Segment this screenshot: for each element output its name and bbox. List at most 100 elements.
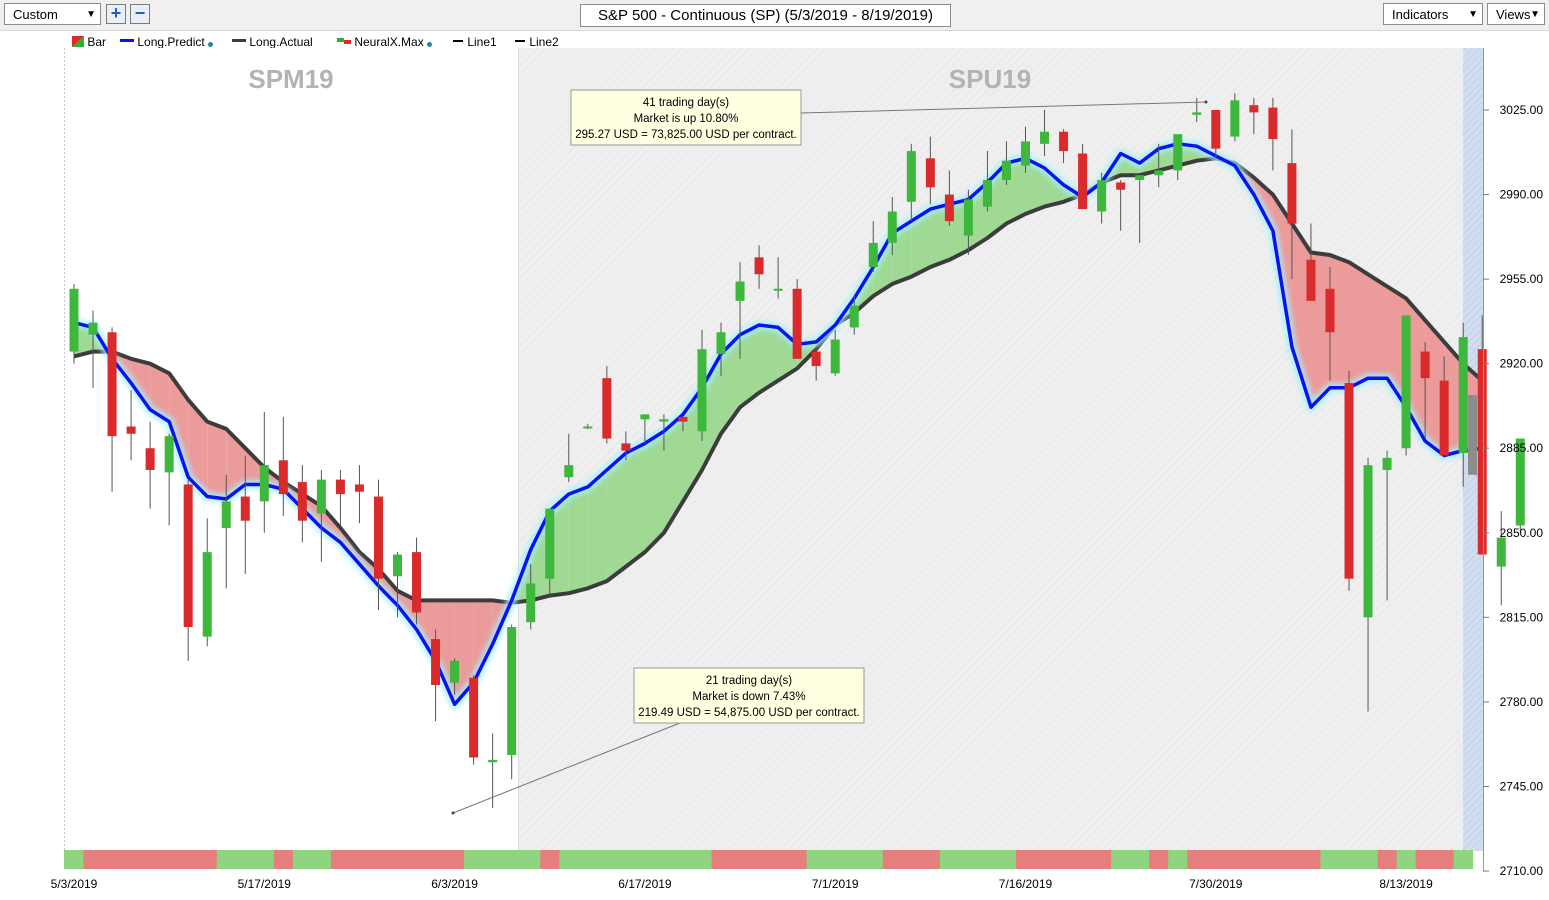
band-segment-up (587, 469, 607, 589)
band-segment-down (1368, 274, 1388, 379)
candle-down (297, 482, 307, 521)
neuralx-cell-down (901, 850, 922, 869)
neuralx-cell-up (825, 850, 846, 869)
x-tick-label: 7/30/2019 (1189, 877, 1243, 891)
indicators-dropdown[interactable]: Indicators ▼ (1383, 3, 1483, 25)
x-tick-label: 5/3/2019 (51, 877, 98, 891)
neuralx-cell-up (292, 850, 313, 869)
neuralx-cell-up (64, 850, 85, 869)
legend-label: Line1 (467, 35, 497, 49)
candle-down (126, 426, 136, 434)
candle-up (221, 501, 231, 528)
neuralx-cell-up (958, 850, 979, 869)
neuralx-cell-down (140, 850, 161, 869)
legend-item-long-predict[interactable]: Long.Predict (120, 35, 213, 49)
candle-up (259, 465, 269, 502)
candle-up (526, 583, 536, 623)
annotation-up-leader-line (800, 101, 1207, 114)
candle-up (659, 419, 669, 422)
preset-dropdown[interactable]: Custom ▼ (4, 3, 101, 25)
legend-label: Long.Actual (249, 35, 313, 49)
candle-down (335, 479, 345, 495)
band-segment-down (226, 428, 246, 499)
candle-down (1268, 107, 1278, 139)
x-tick-label: 8/13/2019 (1379, 877, 1433, 891)
candle-down (412, 552, 422, 613)
candle-down (792, 288, 802, 359)
legend-item-bar[interactable]: Bar (72, 35, 106, 49)
band-segment-up (1025, 158, 1045, 214)
neuralx-cell-up (464, 850, 484, 869)
candle-down (107, 332, 117, 437)
neuralx-cell-down (749, 850, 770, 869)
legend-item-neuralx-max[interactable]: NeuralX.Max (337, 35, 432, 49)
y-tick-label: 2710.00 (1500, 864, 1544, 878)
views-dropdown[interactable]: Views ▼ (1487, 3, 1545, 25)
zoom-out-button[interactable]: − (130, 4, 150, 24)
y-tick-label: 2990.00 (1500, 188, 1544, 202)
candle-up (1097, 180, 1107, 212)
neuralx-cell-down (1263, 850, 1283, 869)
x-tick-label: 6/17/2019 (618, 877, 672, 891)
legend-item-line2[interactable]: Line2 (514, 35, 559, 49)
neuralx-cell-down (1415, 850, 1436, 869)
candle-up (1382, 457, 1392, 470)
long-actual-line (73, 156, 1484, 605)
neuralx-cell-down (1377, 850, 1398, 869)
legend-item-line1[interactable]: Line1 (452, 35, 497, 49)
y-tick-label: 2885.00 (1500, 441, 1544, 455)
annotation-down-text: 21 trading day(s) (706, 675, 792, 687)
neuralx-cell-down (787, 850, 808, 869)
neuralx-cell-down (102, 850, 123, 869)
band-segment-up (663, 414, 683, 533)
neuralx-cell-up (1168, 850, 1188, 869)
contract-label-spm19: SPM19 (248, 64, 333, 94)
neuralx-cell-down (1149, 850, 1169, 869)
band-segment-up (721, 334, 741, 434)
candle-up (906, 151, 916, 202)
candle-up (1496, 537, 1506, 567)
neuralx-cell-down (197, 850, 218, 869)
settings-dot-icon[interactable] (426, 42, 432, 47)
candle-up (545, 508, 555, 579)
neuralx-cell-down (121, 850, 142, 869)
neuralx-cell-up (578, 850, 598, 869)
neuralx-cell-down (387, 850, 408, 869)
annotation-down-box (633, 667, 865, 724)
annotation-up-anchor (1204, 100, 1208, 104)
candle-down (1249, 105, 1259, 113)
candle-down (1420, 351, 1430, 379)
neuralx-cell-down (1073, 850, 1093, 869)
candle-up (887, 211, 897, 243)
candle-up (716, 332, 726, 355)
chart-title: S&P 500 - Continuous (SP) (5/3/2019 - 8/… (580, 4, 951, 27)
legend-item-long-actual[interactable]: Long.Actual (232, 35, 313, 49)
neuralx-swatch-icon (337, 38, 351, 44)
neuralx-cell-down (1035, 850, 1055, 869)
candle-up (1401, 315, 1411, 449)
annotation-down-text: 219.49 USD = 54,875.00 USD per contract. (638, 707, 860, 719)
series-lines (72, 138, 1484, 710)
neuralx-cell-up (502, 850, 522, 869)
candle-down (621, 443, 631, 451)
x-tick-label: 7/16/2019 (999, 877, 1053, 891)
chevron-down-icon: ▼ (86, 9, 96, 20)
band-segment-up (892, 221, 912, 284)
legend-label: NeuralX.Max (354, 35, 424, 49)
candle-up (202, 552, 212, 637)
candle-up (450, 660, 460, 683)
zoom-in-button[interactable]: + (106, 4, 126, 24)
neuralx-cell-up (635, 850, 655, 869)
candle-up (735, 281, 745, 301)
band-segment-up (606, 453, 626, 582)
neuralx-cell-down (730, 850, 751, 869)
settings-dot-icon[interactable] (207, 42, 213, 47)
candle-down (1344, 382, 1354, 579)
axes: 3025.00 2990.00 2955.00 2920.00 2885.00 2850.… (51, 48, 1544, 891)
plot-background (64, 48, 1483, 851)
candle-up (1515, 438, 1525, 526)
band-segment-down (435, 600, 455, 705)
neuralx-cell-down (273, 850, 294, 869)
band-segment-up (568, 486, 588, 594)
